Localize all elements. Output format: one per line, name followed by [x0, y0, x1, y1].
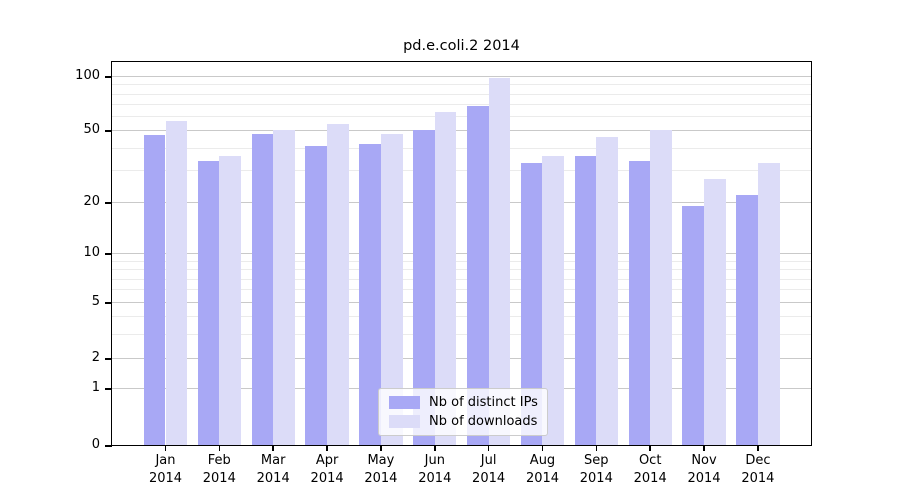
- gridline-10: [112, 253, 811, 255]
- bar-downloads-oct: [650, 130, 672, 445]
- bar-distinct-ips-apr: [305, 145, 328, 445]
- y-tick-mark-10: [105, 253, 112, 255]
- bar-downloads-jul: [488, 77, 511, 445]
- x-tick-label-nov: Nov 2014: [687, 453, 721, 486]
- x-tick-mark-oct: [649, 445, 651, 451]
- y-tick-label-50: 50: [83, 122, 100, 138]
- x-tick-label-apr: Apr 2014: [310, 453, 344, 486]
- y-tick-label-0: 0: [91, 437, 100, 452]
- x-tick-mark-jan: [164, 445, 167, 451]
- y-tick-label-20: 20: [83, 194, 100, 209]
- bar-downloads-sep: [596, 136, 618, 445]
- legend-entry-downloads: Nb of downloads: [379, 414, 547, 429]
- bar-distinct-ips-jan: [143, 135, 166, 445]
- x-tick-mark-jun: [434, 445, 436, 451]
- y-tick-mark-2: [105, 358, 112, 360]
- x-tick-label-oct: Oct 2014: [633, 453, 667, 486]
- gridline-2: [112, 358, 811, 360]
- gridline-50: [112, 130, 811, 132]
- x-tick-mark-may: [380, 445, 382, 451]
- bar-distinct-ips-feb: [197, 160, 220, 445]
- x-tick-label-sep: Sep 2014: [579, 453, 613, 486]
- y-tick-mark-20: [105, 202, 112, 204]
- y-tick-label-2: 2: [91, 350, 100, 366]
- gridline-80: [112, 93, 811, 95]
- bar-distinct-ips-dec: [736, 194, 758, 445]
- legend-label-distinct-ips: Nb of distinct IPs: [429, 395, 538, 410]
- bar-distinct-ips-aug: [520, 162, 543, 445]
- x-tick-label-dec: Dec 2014: [741, 453, 775, 486]
- legend-swatch-distinct-ips: [389, 396, 420, 409]
- x-tick-mark-aug: [541, 445, 544, 451]
- bar-distinct-ips-jun: [413, 130, 435, 445]
- x-tick-label-may: May 2014: [364, 453, 398, 486]
- x-tick-label-jun: Jun 2014: [418, 453, 452, 486]
- y-tick-label-100: 100: [75, 68, 100, 83]
- y-tick-mark-0: [105, 445, 112, 447]
- x-tick-label-aug: Aug 2014: [525, 453, 560, 486]
- gridline-9: [112, 260, 811, 262]
- x-tick-mark-mar: [272, 445, 274, 451]
- y-tick-label-5: 5: [91, 294, 100, 310]
- gridline-6: [112, 289, 811, 291]
- y-tick-mark-1: [105, 388, 112, 390]
- x-tick-label-jan: Jan 2014: [148, 453, 183, 486]
- gridline-8: [112, 269, 811, 271]
- gridline-4: [112, 315, 811, 317]
- x-tick-mark-sep: [595, 445, 597, 451]
- y-tick-mark-50: [105, 130, 112, 132]
- bar-distinct-ips-may: [359, 143, 381, 445]
- gridline-60: [112, 116, 811, 117]
- x-tick-label-feb: Feb 2014: [202, 453, 236, 486]
- x-tick-mark-nov: [703, 445, 705, 451]
- plot-area: Nb of distinct IPs Nb of downloads: [111, 61, 812, 446]
- x-tick-mark-dec: [757, 445, 759, 451]
- bar-downloads-mar: [273, 130, 295, 445]
- y-tick-mark-100: [105, 76, 112, 78]
- bar-distinct-ips-sep: [574, 156, 597, 445]
- bar-downloads-jun: [434, 112, 457, 445]
- gridline-3: [112, 333, 811, 335]
- legend-label-downloads: Nb of downloads: [429, 414, 538, 429]
- bar-downloads-nov: [704, 178, 726, 445]
- gridline-30: [112, 170, 811, 172]
- y-tick-label-1: 1: [91, 380, 100, 396]
- bar-downloads-feb: [219, 156, 241, 445]
- bar-distinct-ips-mar: [251, 133, 274, 445]
- gridline-20: [112, 202, 811, 203]
- x-tick-mark-apr: [326, 445, 328, 451]
- bar-distinct-ips-nov: [682, 205, 704, 445]
- x-tick-label-mar: Mar 2014: [256, 453, 290, 486]
- gridline-7: [112, 278, 811, 280]
- bar-downloads-aug: [542, 156, 565, 445]
- legend-entry-distinct-ips: Nb of distinct IPs: [379, 395, 547, 410]
- gridline-70: [112, 103, 811, 105]
- bar-downloads-may: [380, 133, 403, 445]
- x-tick-mark-feb: [218, 445, 221, 451]
- gridline-90: [112, 84, 811, 86]
- gridline-40: [112, 147, 811, 149]
- bar-downloads-apr: [327, 124, 349, 445]
- y-tick-label-10: 10: [83, 245, 100, 261]
- x-tick-label-jul: Jul 2014: [472, 453, 506, 486]
- legend-swatch-downloads: [389, 415, 420, 428]
- y-tick-mark-5: [105, 302, 112, 304]
- bar-distinct-ips-jul: [466, 106, 489, 445]
- gridline-100: [112, 76, 811, 77]
- x-tick-mark-jul: [487, 445, 490, 451]
- bar-downloads-dec: [757, 162, 780, 445]
- chart-title: pd.e.coli.2 2014: [403, 38, 520, 54]
- gridline-5: [112, 302, 811, 304]
- bar-downloads-jan: [165, 121, 188, 445]
- bar-distinct-ips-oct: [628, 160, 651, 445]
- legend: Nb of distinct IPs Nb of downloads: [378, 388, 548, 436]
